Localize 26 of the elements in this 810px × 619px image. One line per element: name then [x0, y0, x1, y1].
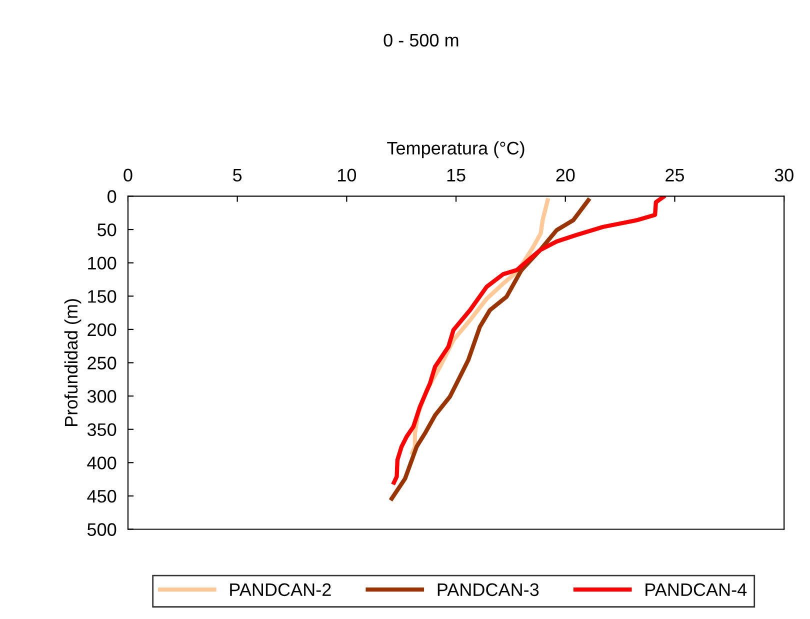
- legend-label: PANDCAN-2: [230, 583, 331, 596]
- y-tick-label: 150: [88, 290, 116, 303]
- x-tick-label: 20: [556, 168, 575, 182]
- y-tick-label: 500: [87, 523, 116, 536]
- y-tick-label: 250: [88, 356, 116, 370]
- x-axis-title: Temperatura (°C): [387, 141, 524, 158]
- legend-label: PANDCAN-3: [438, 583, 539, 596]
- line-series: [392, 196, 666, 485]
- y-tick-label: 450: [87, 490, 116, 503]
- line-series: [390, 198, 590, 501]
- y-tick-label: 400: [87, 456, 116, 470]
- x-tick-label: 0: [124, 168, 132, 182]
- y-tick-label: 0: [108, 190, 116, 203]
- y-tick-label: 100: [88, 256, 116, 270]
- y-tick-label: 200: [88, 323, 116, 336]
- x-tick-label: 25: [666, 168, 684, 182]
- x-tick-label: 5: [233, 168, 242, 182]
- y-tick-label: 50: [98, 223, 116, 236]
- y-tick-label: 350: [87, 423, 116, 436]
- x-tick-label: 10: [338, 168, 356, 182]
- legend-label: PANDCAN-4: [646, 583, 747, 596]
- x-tick-label: 30: [774, 168, 794, 182]
- y-tick-label: 300: [87, 390, 116, 403]
- chart-title: 0 - 500 m: [384, 34, 458, 47]
- y-axis-title: Profundidad (m): [64, 299, 82, 426]
- x-tick-label: 15: [447, 168, 466, 182]
